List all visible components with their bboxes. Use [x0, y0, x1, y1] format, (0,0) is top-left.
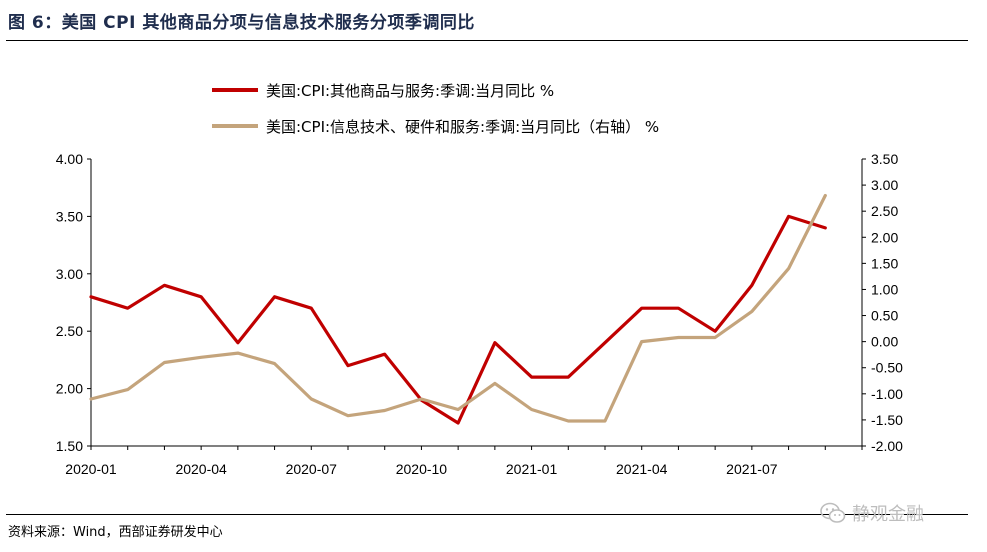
x-tick-label: 2021-01: [506, 461, 558, 477]
series-line-1: [89, 214, 827, 425]
series-line-2: [89, 193, 827, 423]
y-right-tick-label: 2.00: [871, 229, 898, 245]
y-right-tick-label: -0.50: [871, 360, 903, 376]
watermark: 静观金融: [820, 500, 924, 526]
y-left-tick-label: 2.50: [56, 323, 83, 339]
y-left-tick-label: 1.50: [56, 438, 83, 454]
y-left-tick-label: 2.00: [56, 381, 83, 397]
y-left-tick-label: 3.50: [56, 208, 83, 224]
legend: 美国:CPI:其他商品与服务:季调:当月同比 % 美国:CPI:信息技术、硬件和…: [212, 72, 659, 144]
x-tick-label: 2020-10: [396, 461, 448, 477]
plot-area: [89, 193, 827, 425]
figure-title: 图 6：美国 CPI 其他商品分项与信息技术服务分项季调同比: [8, 13, 475, 33]
legend-item-series-2: 美国:CPI:信息技术、硬件和服务:季调:当月同比（右轴） %: [212, 108, 659, 144]
x-tick-label: 2021-04: [616, 461, 668, 477]
legend-swatch-series-1: [212, 88, 258, 92]
y-right-tick-label: 3.00: [871, 177, 898, 193]
y-right-tick-label: 3.50: [871, 151, 898, 167]
x-tick-label: 2020-01: [65, 461, 117, 477]
x-tick-label: 2020-07: [286, 461, 338, 477]
y-right-tick-label: 2.50: [871, 203, 898, 219]
source-rule: [6, 514, 968, 515]
axes: 4.00 3.50 3.00 2.50 2.00 1.50 3.50 3.00 2.50 2.00…: [56, 151, 903, 477]
y-right-tick-label: 1.50: [871, 255, 898, 271]
legend-swatch-series-2: [212, 124, 258, 128]
y-right-tick-label: -1.00: [871, 386, 903, 402]
y-right-tick-label: 1.00: [871, 281, 898, 297]
title-rule: [6, 40, 968, 41]
legend-label-series-1: 美国:CPI:其他商品与服务:季调:当月同比 %: [266, 81, 555, 100]
wechat-icon: [820, 502, 846, 523]
x-tick-label: 2021-07: [726, 461, 778, 477]
y-left-tick-label: 3.00: [56, 266, 83, 282]
y-right-tick-label: 0.50: [871, 308, 898, 324]
y-right-tick-label: 0.00: [871, 334, 898, 350]
y-left-tick-label: 4.00: [56, 151, 83, 167]
y-right-tick-label: -2.00: [871, 438, 903, 454]
legend-item-series-1: 美国:CPI:其他商品与服务:季调:当月同比 %: [212, 72, 659, 108]
source-note: 资料来源：Wind，西部证券研发中心: [8, 525, 223, 540]
x-tick-label: 2020-04: [175, 461, 227, 477]
y-right-tick-label: -1.50: [871, 412, 903, 428]
watermark-text: 静观金融: [852, 504, 924, 525]
legend-label-series-2: 美国:CPI:信息技术、硬件和服务:季调:当月同比（右轴） %: [266, 117, 660, 136]
